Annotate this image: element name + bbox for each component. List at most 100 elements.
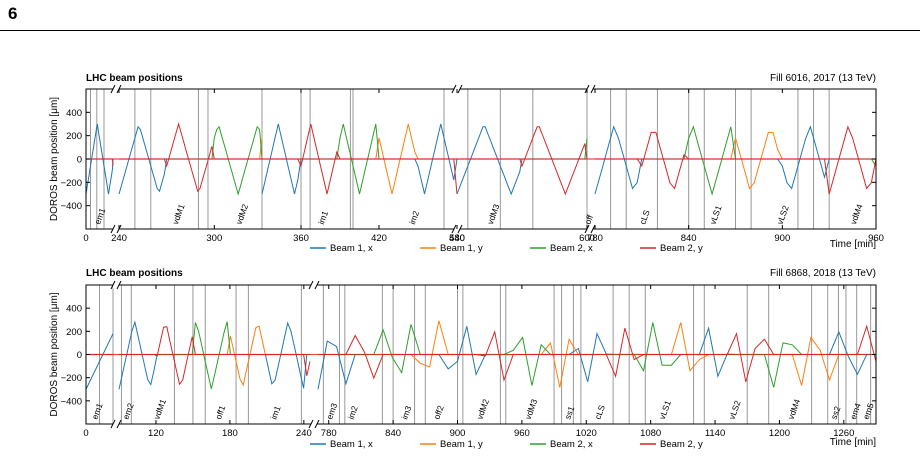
axis-break-mark xyxy=(116,280,122,290)
data-area xyxy=(86,320,876,390)
scan-label: vdM1 xyxy=(170,202,187,225)
scan-label: off1 xyxy=(213,404,227,421)
scan-label: em5 xyxy=(861,401,876,420)
scan-label: im1 xyxy=(316,209,330,226)
scan-label: vdM4 xyxy=(786,397,803,420)
chart-title: LHC beam positions xyxy=(86,268,183,279)
x-tick-label: 840 xyxy=(681,233,697,244)
x-tick-label: 1260 xyxy=(833,428,854,439)
y-tick-label: −400 xyxy=(61,201,82,212)
x-tick-label: 780 xyxy=(321,428,337,439)
x-tick-label: 960 xyxy=(868,233,884,244)
scan-label: vdM2 xyxy=(474,397,491,420)
scan-label: vdM1 xyxy=(151,397,168,420)
scan-label: ss1 xyxy=(562,405,576,421)
axis-break-mark xyxy=(451,224,457,234)
scan-label: ss2 xyxy=(829,405,843,421)
x-tick-label: 900 xyxy=(774,233,790,244)
y-tick-label: 0 xyxy=(77,155,82,166)
axis-break-gap xyxy=(113,226,119,232)
y-axis-label: DOROS beam position [μm] xyxy=(49,97,60,221)
axis-break-mark xyxy=(314,419,320,429)
y-axis-label: DOROS beam position [μm] xyxy=(49,292,60,416)
axis-break-mark xyxy=(590,224,596,234)
scan-label: cLS xyxy=(592,403,607,420)
axis-break-gap xyxy=(587,86,593,92)
chart-panel-2: LHC beam positions Fill 6868, 2018 (13 Te… xyxy=(49,268,877,450)
series-line-4 xyxy=(86,324,876,386)
x-tick-label: 900 xyxy=(450,428,466,439)
scan-label: em2 xyxy=(121,401,136,420)
scan-label: cLS xyxy=(637,208,652,225)
x-tick-label: 240 xyxy=(296,428,312,439)
scan-label: off2 xyxy=(432,404,446,421)
axis-break-gap xyxy=(311,421,317,427)
scan-label: im3 xyxy=(399,404,413,421)
axis-break-mark xyxy=(110,224,116,234)
axis-break-mark xyxy=(308,280,314,290)
axis-break-mark xyxy=(457,224,463,234)
legend-label: Beam 1, x xyxy=(330,439,373,450)
chart-panel-1: LHC beam positions Fill 6016, 2017 (13 Te… xyxy=(49,73,884,254)
axis-break-mark xyxy=(116,419,122,429)
x-axis-label: Time [min] xyxy=(830,239,877,250)
x-tick-label: 420 xyxy=(371,233,387,244)
x-tick-label: 120 xyxy=(148,428,164,439)
scan-label: off xyxy=(582,213,595,226)
y-tick-label: 400 xyxy=(66,304,82,315)
x-tick-label: 1200 xyxy=(769,428,790,439)
x-tick-label: 1140 xyxy=(705,428,725,439)
page-number: 6 xyxy=(8,4,18,23)
scan-label: vdM3 xyxy=(485,202,502,225)
axis-break-gap xyxy=(311,282,317,288)
legend-label: Beam 2, x xyxy=(550,439,593,450)
x-tick-label: 1080 xyxy=(640,428,661,439)
scan-label: im1 xyxy=(269,404,283,421)
axis-break-mark xyxy=(110,419,116,429)
x-tick-label: 1020 xyxy=(576,428,597,439)
scan-label: vdM2 xyxy=(234,202,251,225)
x-axis-label: Time [min] xyxy=(830,437,877,448)
scan-label: vLS2 xyxy=(775,204,791,226)
scan-label: im2 xyxy=(407,209,421,226)
axis-break-mark xyxy=(314,280,320,290)
axis-break-mark xyxy=(590,84,596,94)
x-tick-label: 300 xyxy=(206,233,222,244)
chart-title: LHC beam positions xyxy=(86,73,183,84)
axis-break-mark xyxy=(457,84,463,94)
y-tick-label: −400 xyxy=(61,396,82,407)
axis-break-gap xyxy=(587,226,593,232)
fill-label: Fill 6016, 2017 (13 TeV) xyxy=(770,73,876,84)
scan-label: im2 xyxy=(346,404,360,421)
scan-label: vLS1 xyxy=(657,399,673,421)
scan-label: vLS1 xyxy=(708,204,724,226)
scan-label: vdM3 xyxy=(523,397,540,420)
y-tick-label: −200 xyxy=(61,178,82,189)
legend-label: Beam 2, x xyxy=(550,243,593,254)
axis-break-gap xyxy=(113,86,119,92)
axis-break-mark xyxy=(110,84,116,94)
x-tick-label: 960 xyxy=(514,428,530,439)
y-tick-label: 200 xyxy=(66,327,82,338)
axis-break-gap xyxy=(113,421,119,427)
y-tick-label: 0 xyxy=(77,350,82,361)
legend-label: Beam 2, y xyxy=(660,439,703,450)
axis-break-mark xyxy=(110,280,116,290)
scan-label: vLS2 xyxy=(727,399,743,421)
x-tick-label: 0 xyxy=(83,428,88,439)
axis-break-gap xyxy=(113,282,119,288)
header-rule xyxy=(0,30,920,31)
x-tick-label: 180 xyxy=(222,428,238,439)
scan-label: vdM4 xyxy=(848,202,865,225)
data-area xyxy=(86,122,876,196)
y-tick-label: 200 xyxy=(66,131,82,142)
x-tick-label: 480 xyxy=(449,233,465,244)
x-tick-label: 0 xyxy=(83,233,88,244)
legend-label: Beam 2, y xyxy=(660,243,703,254)
scan-label: em3 xyxy=(324,401,339,420)
x-tick-label: 840 xyxy=(385,428,401,439)
scan-label: em1 xyxy=(90,401,105,420)
y-tick-label: −200 xyxy=(61,373,82,384)
x-tick-label: 360 xyxy=(293,233,309,244)
